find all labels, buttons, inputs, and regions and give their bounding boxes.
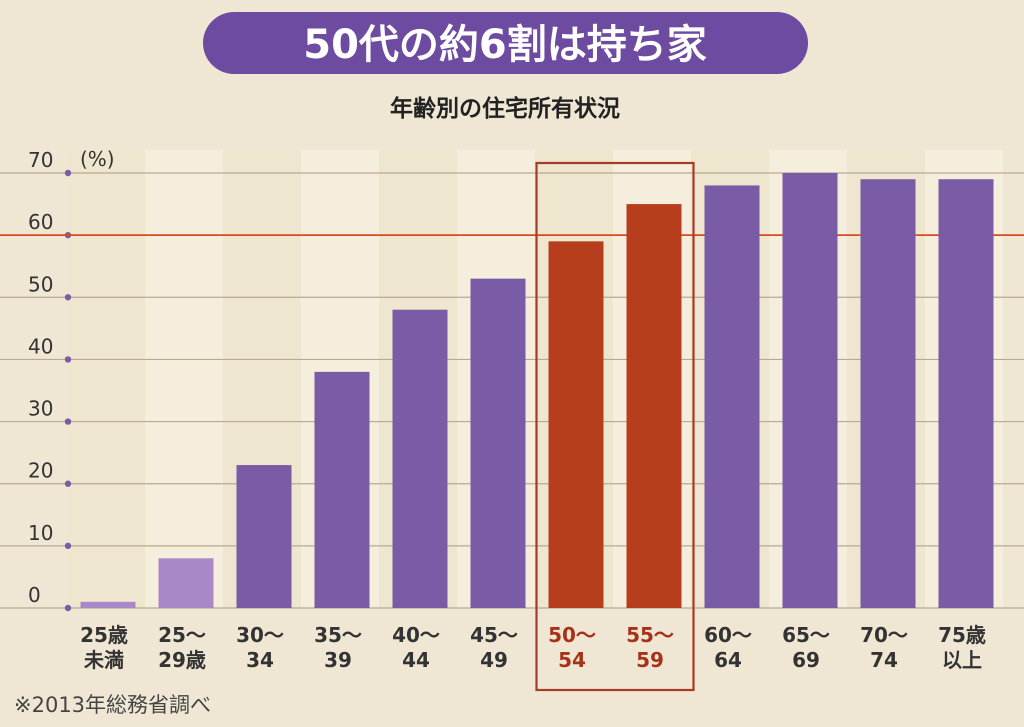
y-tick-label: 70 bbox=[28, 148, 53, 172]
x-tick-label: 25～ 29歳 bbox=[158, 623, 206, 672]
y-tick-label: 0 bbox=[28, 583, 41, 607]
chart-bars bbox=[80, 161, 994, 692]
bar bbox=[548, 241, 604, 608]
x-tick-label: 75歳以上 bbox=[938, 623, 986, 672]
header-title: 50代の約6割は持ち家 bbox=[303, 22, 707, 68]
y-tick-label: 20 bbox=[28, 459, 53, 483]
bar bbox=[392, 309, 448, 608]
highlight-box bbox=[535, 161, 695, 692]
bar bbox=[860, 179, 916, 608]
bar bbox=[938, 179, 994, 608]
x-tick-label: 55～ 59 bbox=[626, 623, 674, 672]
y-tick-label: 50 bbox=[28, 272, 53, 296]
bar bbox=[470, 278, 526, 608]
x-tick-label: 45～ 49 bbox=[470, 623, 518, 672]
bar bbox=[782, 173, 838, 608]
background-band bbox=[67, 150, 145, 608]
bar bbox=[80, 601, 136, 608]
tick-dot bbox=[64, 542, 72, 550]
x-tick-label: 30～ 34 bbox=[236, 623, 284, 672]
y-axis-unit: (%) bbox=[80, 147, 115, 171]
x-tick-label: 70～ 74 bbox=[860, 623, 908, 672]
chart-title: 年齢別の住宅所有状況 bbox=[390, 95, 620, 122]
tick-dot bbox=[64, 480, 72, 487]
background-band bbox=[145, 150, 223, 608]
y-tick-label: 30 bbox=[28, 397, 53, 421]
y-tick-label: 40 bbox=[28, 334, 53, 358]
x-tick-label: 65～ 69 bbox=[782, 623, 830, 672]
x-tick-label: 35～ 39 bbox=[314, 623, 362, 672]
x-tick-label: 25歳未満 bbox=[80, 623, 128, 672]
footnote: ※2013年総務省調べ bbox=[14, 693, 211, 717]
chart-labels: 0 10 20 30 40 50 60 70 25歳未満 25～ 29歳 30～ 34 35～ 39 40～ 4… bbox=[28, 148, 986, 672]
tick-dot bbox=[64, 356, 72, 363]
tick-dot bbox=[64, 604, 72, 612]
header-banner: 50代の約6割は持ち家 bbox=[203, 12, 808, 74]
tick-dot bbox=[64, 294, 72, 301]
x-tick-label: 60～ 64 bbox=[704, 623, 752, 672]
bar bbox=[626, 204, 682, 609]
bar bbox=[236, 465, 292, 608]
bar bbox=[704, 185, 760, 608]
y-tick-label: 10 bbox=[28, 521, 53, 545]
x-tick-label: 40～ 44 bbox=[392, 623, 440, 672]
tick-dot bbox=[64, 418, 72, 425]
bar bbox=[314, 371, 370, 608]
x-tick-label: 50～ 54 bbox=[548, 623, 596, 672]
y-tick-label: 60 bbox=[28, 210, 53, 234]
bar bbox=[158, 558, 214, 608]
tick-dot bbox=[64, 169, 72, 177]
